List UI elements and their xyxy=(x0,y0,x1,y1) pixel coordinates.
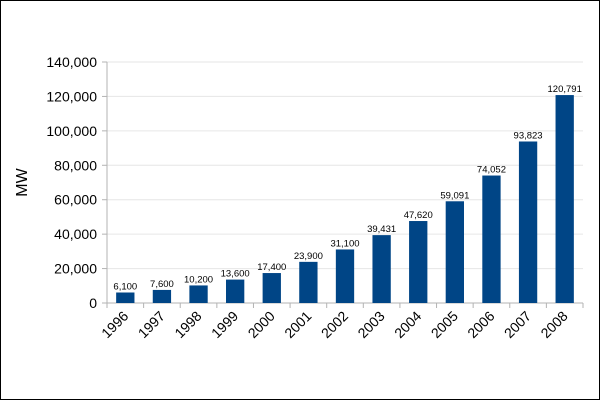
x-tick-label-2007: 2007 xyxy=(501,308,534,341)
bar-2002 xyxy=(335,249,355,303)
x-tick-label-2006: 2006 xyxy=(464,308,497,341)
bar-2004 xyxy=(409,221,428,303)
bar-2006 xyxy=(482,175,501,303)
data-label-1999: 13,600 xyxy=(221,269,250,280)
y-tick-label: 0 xyxy=(89,295,97,311)
bar-2003 xyxy=(372,235,391,303)
x-tick-label-2002: 2002 xyxy=(318,308,351,341)
x-tick-label-1997: 1997 xyxy=(135,308,168,341)
y-tick-label: 40,000 xyxy=(54,226,97,242)
data-label-2001: 23,900 xyxy=(294,251,323,262)
y-tick-label: 60,000 xyxy=(54,192,97,208)
x-tick-label-1998: 1998 xyxy=(171,308,204,341)
data-label-2002: 31,100 xyxy=(330,238,359,249)
data-label-1997: 7,600 xyxy=(150,279,174,290)
x-tick-label-2004: 2004 xyxy=(391,308,424,341)
y-tick-label: 120,000 xyxy=(46,88,97,104)
x-tick-label-1996: 1996 xyxy=(98,308,131,341)
data-label-2005: 59,091 xyxy=(440,190,469,201)
data-label-2006: 74,052 xyxy=(477,165,506,176)
y-axis-label: MW xyxy=(14,167,31,196)
data-label-2000: 17,400 xyxy=(257,262,286,273)
bar-1997 xyxy=(152,289,172,303)
y-tick-label: 140,000 xyxy=(46,54,97,70)
x-tick-label-2005: 2005 xyxy=(428,308,461,341)
bar-2007 xyxy=(518,141,538,303)
bar-2008 xyxy=(555,95,574,303)
y-tick-label: 80,000 xyxy=(54,157,97,173)
bar-1998 xyxy=(189,285,208,303)
data-label-2003: 39,431 xyxy=(367,224,396,235)
x-tick-label-2001: 2001 xyxy=(281,308,314,341)
bar-1996 xyxy=(116,292,135,303)
data-label-2004: 47,620 xyxy=(404,210,433,221)
y-tick-label: 100,000 xyxy=(46,123,97,139)
y-tick-label: 20,000 xyxy=(54,261,97,277)
bar-1999 xyxy=(226,279,245,303)
data-label-2007: 93,823 xyxy=(514,130,543,141)
data-label-2008: 120,791 xyxy=(548,84,582,95)
bar-2001 xyxy=(299,261,318,303)
bar-2000 xyxy=(262,273,281,303)
x-tick-label-2008: 2008 xyxy=(537,308,570,341)
data-label-1998: 10,200 xyxy=(184,274,213,285)
x-tick-label-2000: 2000 xyxy=(245,308,278,341)
x-tick-label-2003: 2003 xyxy=(354,308,387,341)
bar-2005 xyxy=(445,201,464,303)
x-tick-label-1999: 1999 xyxy=(208,308,241,341)
data-label-1996: 6,100 xyxy=(113,281,137,292)
